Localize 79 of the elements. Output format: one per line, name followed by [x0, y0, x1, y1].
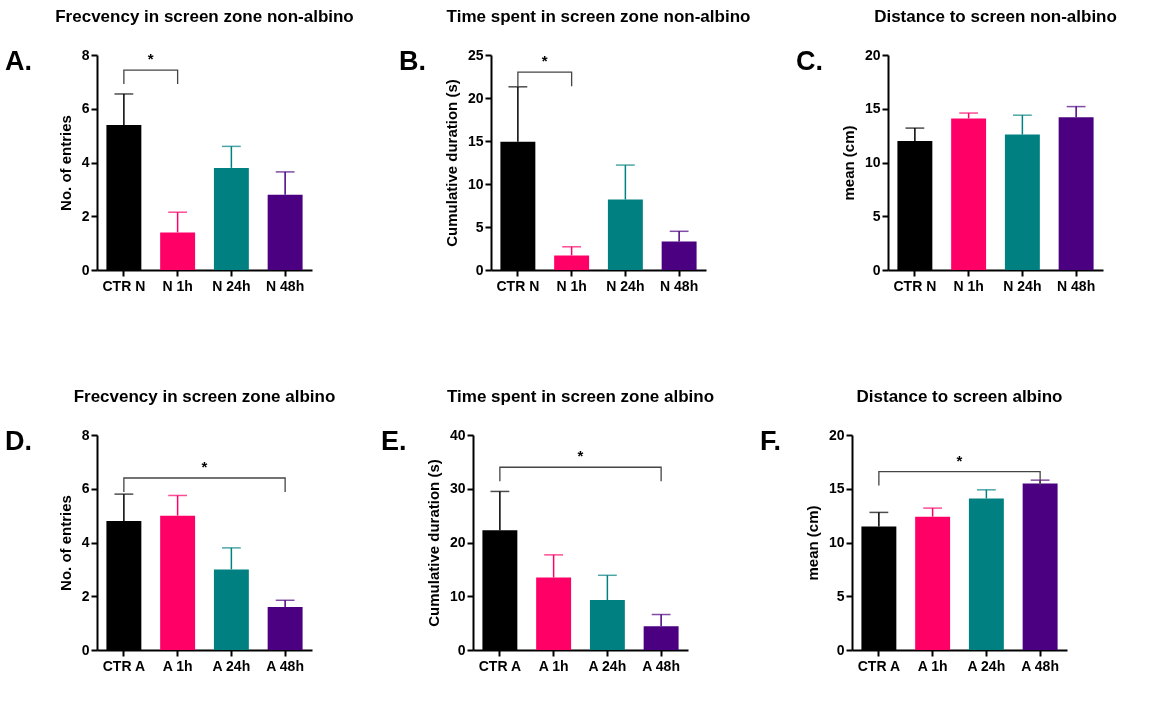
y-axis-title: mean (cm) — [839, 125, 857, 201]
y-tick-label: 20 — [467, 89, 484, 106]
y-tick-label: 8 — [81, 46, 90, 63]
y-tick-label: 4 — [81, 534, 90, 550]
y-axis-title: mean (cm) — [803, 505, 821, 581]
y-tick-label: 5 — [836, 587, 845, 604]
text: F. — [760, 426, 782, 456]
x-tick-label: A 48h — [1021, 657, 1059, 674]
x-tick-label: A 48h — [266, 657, 304, 674]
y-tick-label: 15 — [828, 480, 845, 497]
x-tick-label: A 1h — [162, 657, 193, 674]
y-tick-label: 0 — [457, 641, 466, 658]
y-tick-label: 15 — [467, 132, 484, 149]
x-tick-label: N 24h — [606, 277, 645, 294]
x-tick-label: CTR A — [857, 657, 901, 674]
annotation: * — [577, 447, 584, 465]
chart-title: Distance to screen albino — [856, 387, 1063, 406]
y-tick-label: 10 — [864, 154, 881, 170]
annotation: * — [201, 458, 208, 475]
annotation: * — [541, 52, 548, 70]
y-tick-label: 0 — [81, 261, 90, 278]
x-tick-label: CTR A — [102, 657, 146, 674]
x-tick-label: A 1h — [538, 657, 569, 674]
x-tick-label: N 24h — [212, 277, 251, 294]
y-tick-label: 0 — [836, 641, 845, 658]
x-tick-label: N 24h — [1003, 277, 1042, 294]
x-tick-label: N 48h — [266, 277, 305, 294]
y-tick-label: 10 — [828, 534, 845, 550]
y-tick-label: 15 — [864, 100, 881, 117]
text: E. — [381, 426, 407, 456]
text: A. — [5, 46, 32, 76]
chart-title: Time spent in screen zone albino — [446, 387, 715, 406]
y-tick-label: 40 — [449, 426, 466, 443]
y-tick-label: 0 — [475, 261, 484, 278]
y-tick-label: 0 — [872, 261, 881, 278]
x-tick-label: CTR A — [478, 657, 522, 674]
y-tick-label: 5 — [872, 207, 881, 224]
x-tick-label: A 48h — [642, 657, 680, 674]
chart-title: Frecvency in screen zone albino — [73, 387, 336, 406]
y-tick-label: 6 — [81, 480, 90, 497]
y-tick-label: 20 — [449, 534, 466, 550]
y-tick-label: 10 — [449, 587, 466, 604]
y-tick-label: 10 — [467, 175, 484, 192]
x-tick-label: CTR N — [102, 277, 146, 294]
annotation: * — [956, 451, 963, 469]
x-tick-label: N 48h — [1057, 277, 1096, 294]
bar — [951, 118, 987, 270]
y-axis-title: No. of entries — [56, 495, 74, 591]
x-tick-label: N 1h — [162, 277, 193, 294]
y-tick-label: 2 — [81, 207, 90, 224]
y-tick-label: 2 — [81, 587, 90, 604]
x-tick-label: A 24h — [212, 657, 251, 674]
chart-title: Distance to screen non-albino — [874, 7, 1117, 26]
x-tick-label: A 1h — [917, 657, 948, 674]
chart-title: Time spent in screen zone non-albino — [446, 7, 751, 26]
text: D. — [5, 426, 32, 456]
annotation: * — [147, 50, 154, 68]
y-axis-title: Cumulative duration (s) — [424, 459, 442, 627]
chart-title: Frecvency in screen zone non-albino — [55, 7, 354, 26]
y-tick-label: 6 — [81, 100, 90, 117]
x-tick-label: N 48h — [660, 277, 699, 294]
y-tick-label: 20 — [864, 46, 881, 63]
text: B. — [399, 46, 426, 76]
y-tick-label: 25 — [467, 46, 484, 63]
x-tick-label: CTR N — [496, 277, 540, 294]
y-tick-label: 8 — [81, 426, 90, 443]
y-axis-title: Cumulative duration (s) — [442, 79, 460, 247]
y-tick-label: 5 — [475, 218, 484, 235]
x-tick-label: A 24h — [588, 657, 627, 674]
x-tick-label: A 24h — [967, 657, 1006, 674]
text: C. — [796, 46, 823, 76]
y-axis-title: No. of entries — [56, 115, 74, 211]
x-tick-label: N 1h — [953, 277, 984, 294]
y-tick-label: 4 — [81, 154, 90, 170]
x-tick-label: CTR N — [893, 277, 937, 294]
y-tick-label: 30 — [449, 480, 466, 497]
y-tick-label: 0 — [81, 641, 90, 658]
x-tick-label: N 1h — [556, 277, 587, 294]
y-tick-label: 20 — [828, 426, 845, 443]
